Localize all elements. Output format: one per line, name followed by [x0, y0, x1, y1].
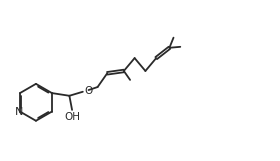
Text: OH: OH — [65, 112, 81, 122]
Text: O: O — [85, 86, 93, 96]
Text: N: N — [15, 107, 23, 117]
